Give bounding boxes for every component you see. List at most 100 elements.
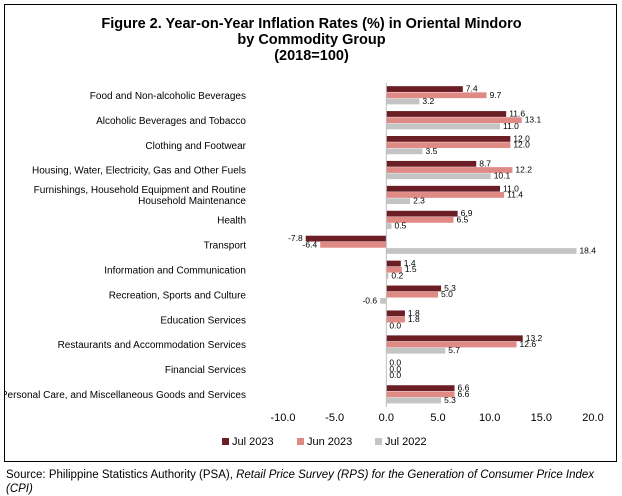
- legend-label: Jul 2023: [232, 436, 274, 448]
- bar-jul2022: [386, 123, 500, 130]
- data-label: 12.2: [515, 165, 532, 175]
- data-label: 0.0: [389, 364, 401, 374]
- x-tick-label: -10.0: [270, 412, 295, 424]
- data-label: 12.0: [513, 140, 530, 150]
- legend-label: Jun 2023: [307, 436, 352, 448]
- category-label: Transport: [204, 241, 247, 252]
- x-tick-label: 20.0: [582, 412, 603, 424]
- bar-jun2023: [386, 391, 455, 398]
- bar-jul2023: [386, 385, 455, 392]
- figure-frame: Figure 2. Year-on-Year Inflation Rates (…: [4, 4, 617, 462]
- x-tick-label: 15.0: [531, 412, 552, 424]
- data-label: -6.4: [303, 239, 318, 249]
- category-label: Recreation, Sports and Culture: [109, 290, 247, 301]
- data-label: 11.0: [503, 183, 519, 193]
- data-label: 12.0: [513, 133, 530, 143]
- category-label: Financial Services: [165, 365, 246, 376]
- bar-jun2023: [386, 341, 517, 348]
- source-note: Source: Philippine Statistics Authority …: [6, 468, 616, 496]
- data-label: 9.7: [490, 90, 502, 100]
- legend-swatch-jun2023: [297, 438, 304, 445]
- bar-jul2023: [386, 285, 442, 292]
- bar-jun2023: [320, 241, 387, 248]
- source-title: Retail Price Survey (RPS) for the Genera…: [6, 469, 595, 495]
- chart-title-line-1: Figure 2. Year-on-Year Inflation Rates (…: [101, 16, 522, 32]
- legend-swatch-jul2023: [222, 438, 229, 445]
- bar-jul2023: [386, 260, 401, 267]
- bar-jul2022: [386, 223, 392, 229]
- bar-jul2022: [386, 248, 577, 254]
- category-label: Alcoholic Beverages and Tobacco: [96, 116, 246, 127]
- chart-title: Figure 2. Year-on-Year Inflation Rates (…: [5, 16, 618, 64]
- data-label: 11.6: [509, 108, 525, 118]
- bar-jun2023: [386, 117, 522, 124]
- data-label: 13.2: [526, 333, 543, 343]
- data-label: 0.0: [389, 358, 401, 368]
- bar-jul2022: [386, 148, 423, 155]
- bar-jul2023: [386, 185, 500, 192]
- data-label: 1.4: [404, 258, 416, 268]
- data-label: 2.3: [413, 196, 425, 206]
- bar-jun2023: [386, 192, 505, 198]
- bar-jul2023: [386, 160, 477, 167]
- data-label: 6.9: [461, 208, 473, 218]
- x-tick-label: -5.0: [325, 412, 344, 424]
- bar-jul2022: [386, 347, 446, 354]
- category-label: Household Maintenance: [138, 196, 246, 207]
- data-label: 3.2: [422, 96, 434, 106]
- bar-jul2023: [386, 210, 458, 217]
- category-label: Education Services: [160, 315, 246, 326]
- category-label: Restaurants and Accommodation Services: [58, 340, 246, 351]
- x-tick-label: 10.0: [479, 412, 500, 424]
- data-label: 5.3: [444, 283, 456, 293]
- data-label: 18.4: [579, 246, 596, 256]
- data-label: 6.5: [457, 214, 469, 224]
- bar-jun2023: [386, 291, 438, 298]
- bar-jul2023: [386, 310, 405, 317]
- data-label: 5.7: [448, 345, 460, 355]
- bar-jun2023: [386, 316, 405, 323]
- data-label: 1.5: [405, 264, 417, 274]
- legend-swatch-jul2022: [375, 438, 382, 445]
- bar-jul2022: [380, 297, 387, 304]
- bar-jul2022: [386, 273, 389, 279]
- data-label: 13.1: [525, 115, 542, 125]
- data-label: 5.3: [444, 395, 456, 405]
- category-label: Food and Non-alcoholic Beverages: [90, 91, 246, 102]
- bar-jul2023: [305, 235, 387, 242]
- data-label: 6.6: [458, 383, 470, 393]
- data-label: 8.7: [479, 158, 491, 168]
- bar-jul2022: [386, 198, 411, 205]
- data-label: 0.5: [395, 221, 407, 231]
- data-label: 0.0: [389, 320, 401, 330]
- data-label: -0.6: [362, 295, 377, 305]
- bar-jul2023: [386, 111, 507, 117]
- data-label: 5.0: [441, 289, 453, 299]
- category-label: Clothing and Footwear: [145, 141, 246, 152]
- chart-plot: Food and Non-alcoholic Beverages Alcoholi…: [5, 83, 604, 448]
- data-label: 0.0: [389, 370, 401, 380]
- data-label: 0.2: [391, 270, 403, 280]
- data-label: 3.5: [426, 146, 438, 156]
- category-label: Information and Communication: [104, 265, 246, 276]
- data-label: 6.6: [458, 389, 470, 399]
- data-label: 10.1: [494, 171, 511, 181]
- legend-label: Jul 2022: [385, 436, 427, 448]
- category-label: Furnishings, Household Equipment and Rou…: [34, 185, 247, 196]
- chart-title-line-3: (2018=100): [274, 48, 349, 64]
- bar-jun2023: [386, 142, 511, 149]
- data-label: 11.0: [503, 121, 519, 131]
- category-label: Health: [217, 216, 246, 227]
- bar-jul2023: [386, 136, 511, 142]
- bar-jul2022: [386, 397, 442, 404]
- bar-jun2023: [386, 216, 454, 223]
- bar-jul2022: [386, 98, 420, 105]
- data-label: 1.8: [408, 308, 420, 318]
- data-label: -7.8: [288, 233, 303, 243]
- bar-jul2023: [386, 335, 523, 342]
- source-prefix: Source: Philippine Statistics Authority …: [6, 469, 237, 481]
- bar-jul2023: [386, 86, 463, 92]
- data-label: 7.4: [466, 84, 478, 94]
- chart-title-line-2: by Commodity Group: [237, 32, 386, 48]
- bar-jun2023: [386, 167, 513, 173]
